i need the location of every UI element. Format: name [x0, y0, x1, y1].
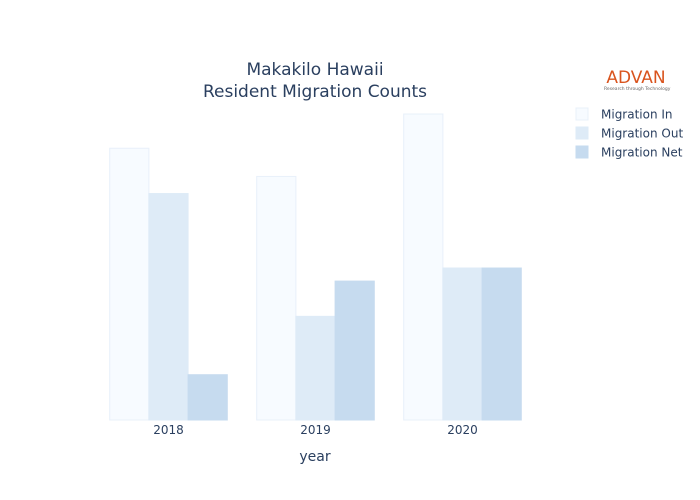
legend-label: Migration Out	[601, 127, 683, 141]
x-tick-label-2019: 2019	[300, 423, 331, 437]
chart-subtitle: Resident Migration Counts	[203, 82, 427, 102]
logo-name: ADVAN	[606, 68, 665, 88]
legend-swatch	[575, 145, 589, 159]
legend-item-migration-in[interactable]: Migration In	[575, 107, 673, 122]
bar-migration-out-2019	[295, 315, 336, 421]
legend-label: Migration In	[601, 108, 673, 122]
legend: Migration In Migration Out Migration Net	[575, 107, 683, 160]
bar-migration-out-2020	[442, 267, 483, 421]
legend-item-migration-out[interactable]: Migration Out	[575, 126, 683, 141]
legend-swatch	[575, 126, 589, 140]
bar-migration-in-2019	[256, 175, 297, 421]
bar-migration-in-2018	[109, 147, 150, 421]
x-tick-label-2018: 2018	[153, 423, 184, 437]
chart-title: Makakilo Hawaii	[246, 60, 383, 80]
x-tick-labels: 2018 2019 2020	[153, 423, 478, 437]
legend-label: Migration Net	[601, 146, 683, 160]
logo-tagline: Research through Technology	[604, 86, 671, 92]
x-axis-title: year	[299, 449, 330, 465]
bar-migration-net-2019	[334, 280, 375, 421]
x-tick-label-2020: 2020	[447, 423, 478, 437]
advan-logo: ADVAN Research through Technology	[604, 68, 671, 92]
bar-migration-in-2020	[403, 113, 444, 421]
bar-migration-net-2020	[481, 267, 522, 421]
bar-migration-out-2018	[148, 193, 189, 421]
legend-item-migration-net[interactable]: Migration Net	[575, 145, 683, 160]
bars-group	[109, 113, 522, 421]
bar-migration-net-2018	[187, 374, 228, 421]
legend-swatch	[575, 107, 589, 121]
